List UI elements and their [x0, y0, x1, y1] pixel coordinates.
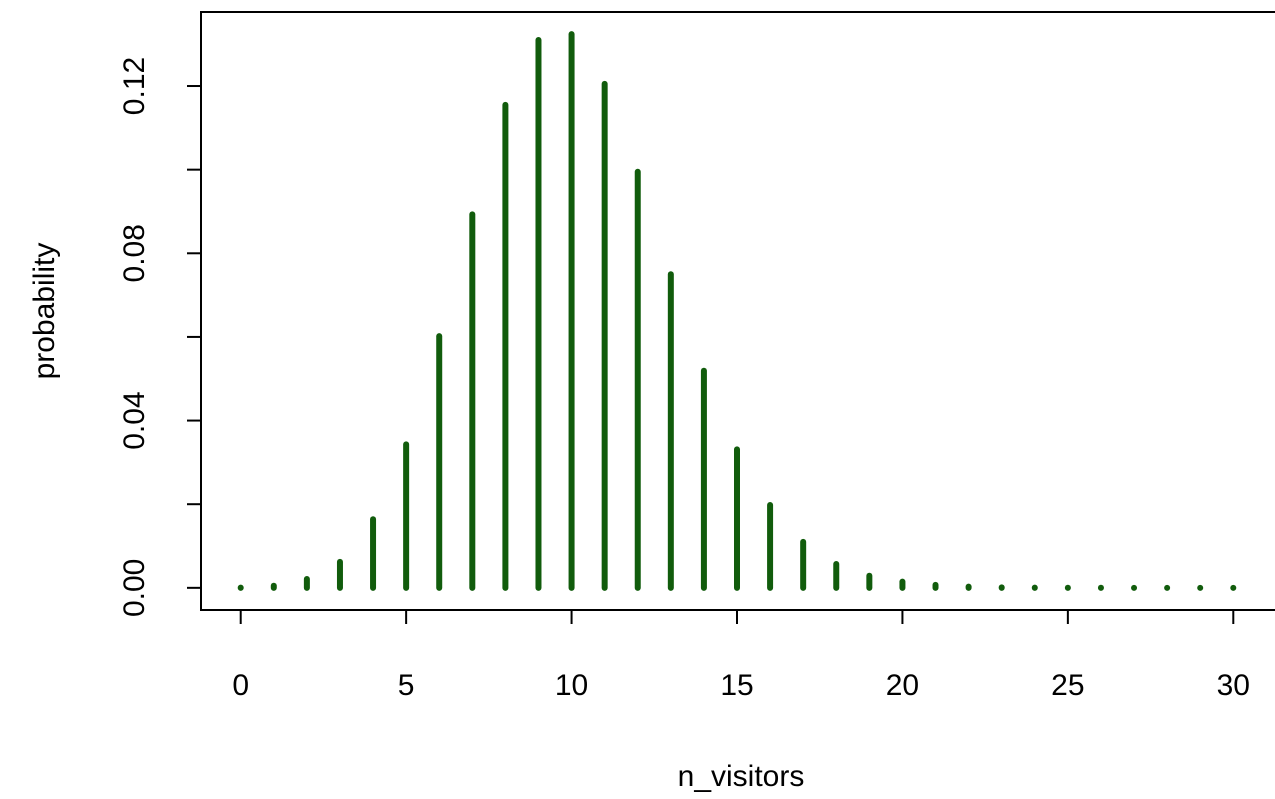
x-axis-title: n_visitors — [678, 760, 805, 793]
x-tick-label: 15 — [720, 669, 753, 702]
x-tick-label: 25 — [1051, 669, 1084, 702]
plot-frame — [200, 11, 1275, 611]
x-tick-label: 20 — [886, 669, 919, 702]
x-tick-label: 0 — [232, 669, 249, 702]
y-tick-label: 0.08 — [118, 224, 151, 282]
y-tick-label: 0.04 — [118, 391, 151, 449]
y-tick-label: 0.00 — [118, 559, 151, 617]
y-axis-title: probability — [28, 243, 61, 380]
y-tick-label: 0.12 — [118, 57, 151, 115]
x-tick-label: 5 — [398, 669, 415, 702]
x-tick-label: 30 — [1217, 669, 1250, 702]
x-tick-label: 10 — [555, 669, 588, 702]
